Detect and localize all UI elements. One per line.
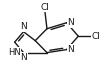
Text: N: N bbox=[20, 53, 27, 62]
Text: Cl: Cl bbox=[41, 3, 49, 12]
Text: N: N bbox=[20, 22, 27, 31]
Text: N: N bbox=[68, 18, 74, 27]
Text: N: N bbox=[68, 45, 74, 54]
Text: HN: HN bbox=[8, 48, 21, 57]
Text: Cl: Cl bbox=[92, 32, 101, 41]
